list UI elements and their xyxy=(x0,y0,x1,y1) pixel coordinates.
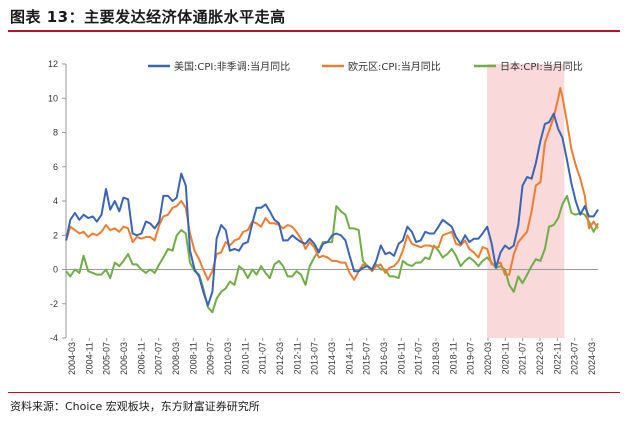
x-tick-label: 2020-11 xyxy=(500,342,510,374)
legend-label-1: 美国:CPI:非季调:当月同比 xyxy=(174,60,290,73)
legend-layer: 美国:CPI:非季调:当月同比 欧元区:CPI:当月同比 日本:CPI:当月同比 xyxy=(148,60,583,73)
source-divider xyxy=(8,392,620,393)
x-tick-label: 2013-07 xyxy=(310,342,320,375)
y-tick-label: 12 xyxy=(48,59,58,69)
series-line-2 xyxy=(65,87,599,281)
legend-label-3: 日本:CPI:当月同比 xyxy=(500,60,583,73)
chart-title: 图表 13：主要发达经济体通胀水平走高 xyxy=(10,8,286,26)
x-tick-label: 2024-03 xyxy=(587,342,597,375)
x-tick-label: 2016-11 xyxy=(396,342,406,374)
x-tick-label: 2018-11 xyxy=(448,342,458,374)
series-layer xyxy=(65,87,599,314)
x-tick-label: 2010-03 xyxy=(223,342,233,375)
x-tick-label: 2019-07 xyxy=(466,342,476,375)
y-tick-label: 10 xyxy=(48,93,58,103)
x-tick-label: 2006-11 xyxy=(136,342,146,374)
y-tick-label: -4 xyxy=(50,333,58,343)
x-tick-label: 2022-11 xyxy=(552,342,562,374)
y-tick-label: 6 xyxy=(53,162,58,172)
x-tick-label: 2010-11 xyxy=(240,342,250,374)
y-tick-label: 0 xyxy=(53,265,58,275)
x-tick-label: 2014-11 xyxy=(344,342,354,374)
x-tick-label: 2007-07 xyxy=(154,342,164,375)
x-tick-label: 2022-03 xyxy=(535,342,545,375)
x-tick-label: 2020-03 xyxy=(483,342,493,375)
x-tick-label: 2008-11 xyxy=(188,342,198,374)
y-tick-label: 8 xyxy=(53,128,58,138)
x-tick-label: 2008-03 xyxy=(171,342,181,375)
shaded-region-layer xyxy=(487,64,565,338)
axes-layer: -4 -2 0 2 4 6 8 10 12 2004-03 2004-11 2005-07 2006-0… xyxy=(48,59,598,375)
x-tick-label: 2015-07 xyxy=(362,342,372,375)
legend-label-2: 欧元区:CPI:当月同比 xyxy=(348,60,441,73)
x-tick-label: 2017-07 xyxy=(414,342,424,375)
x-tick-label: 2018-03 xyxy=(431,342,441,375)
x-tick-label: 2009-07 xyxy=(206,342,216,375)
x-tick-label: 2005-07 xyxy=(102,342,112,375)
x-tick-label: 2012-03 xyxy=(275,342,285,375)
x-tick-label: 2011-07 xyxy=(258,342,268,374)
series-line-3 xyxy=(65,194,599,314)
x-tick-label: 2014-03 xyxy=(327,342,337,375)
x-tick-label: 2023-07 xyxy=(570,342,580,375)
x-tick-label: 2004-11 xyxy=(84,342,94,374)
x-tick-label: 2004-03 xyxy=(67,342,77,375)
title-divider xyxy=(8,30,620,32)
highlight-band xyxy=(487,64,565,338)
source-note: 资料来源：Choice 宏观板块，东方财富证券研究所 xyxy=(10,400,260,413)
x-tick-label: 2012-11 xyxy=(292,342,302,374)
y-tick-label: 4 xyxy=(53,196,58,206)
x-tick-label: 2016-03 xyxy=(379,342,389,375)
x-tick-label: 2006-03 xyxy=(119,342,129,375)
y-tick-label: -2 xyxy=(50,299,58,309)
y-tick-label: 2 xyxy=(53,230,58,240)
series-line-1 xyxy=(65,112,599,307)
x-tick-label: 2021-07 xyxy=(518,342,528,375)
